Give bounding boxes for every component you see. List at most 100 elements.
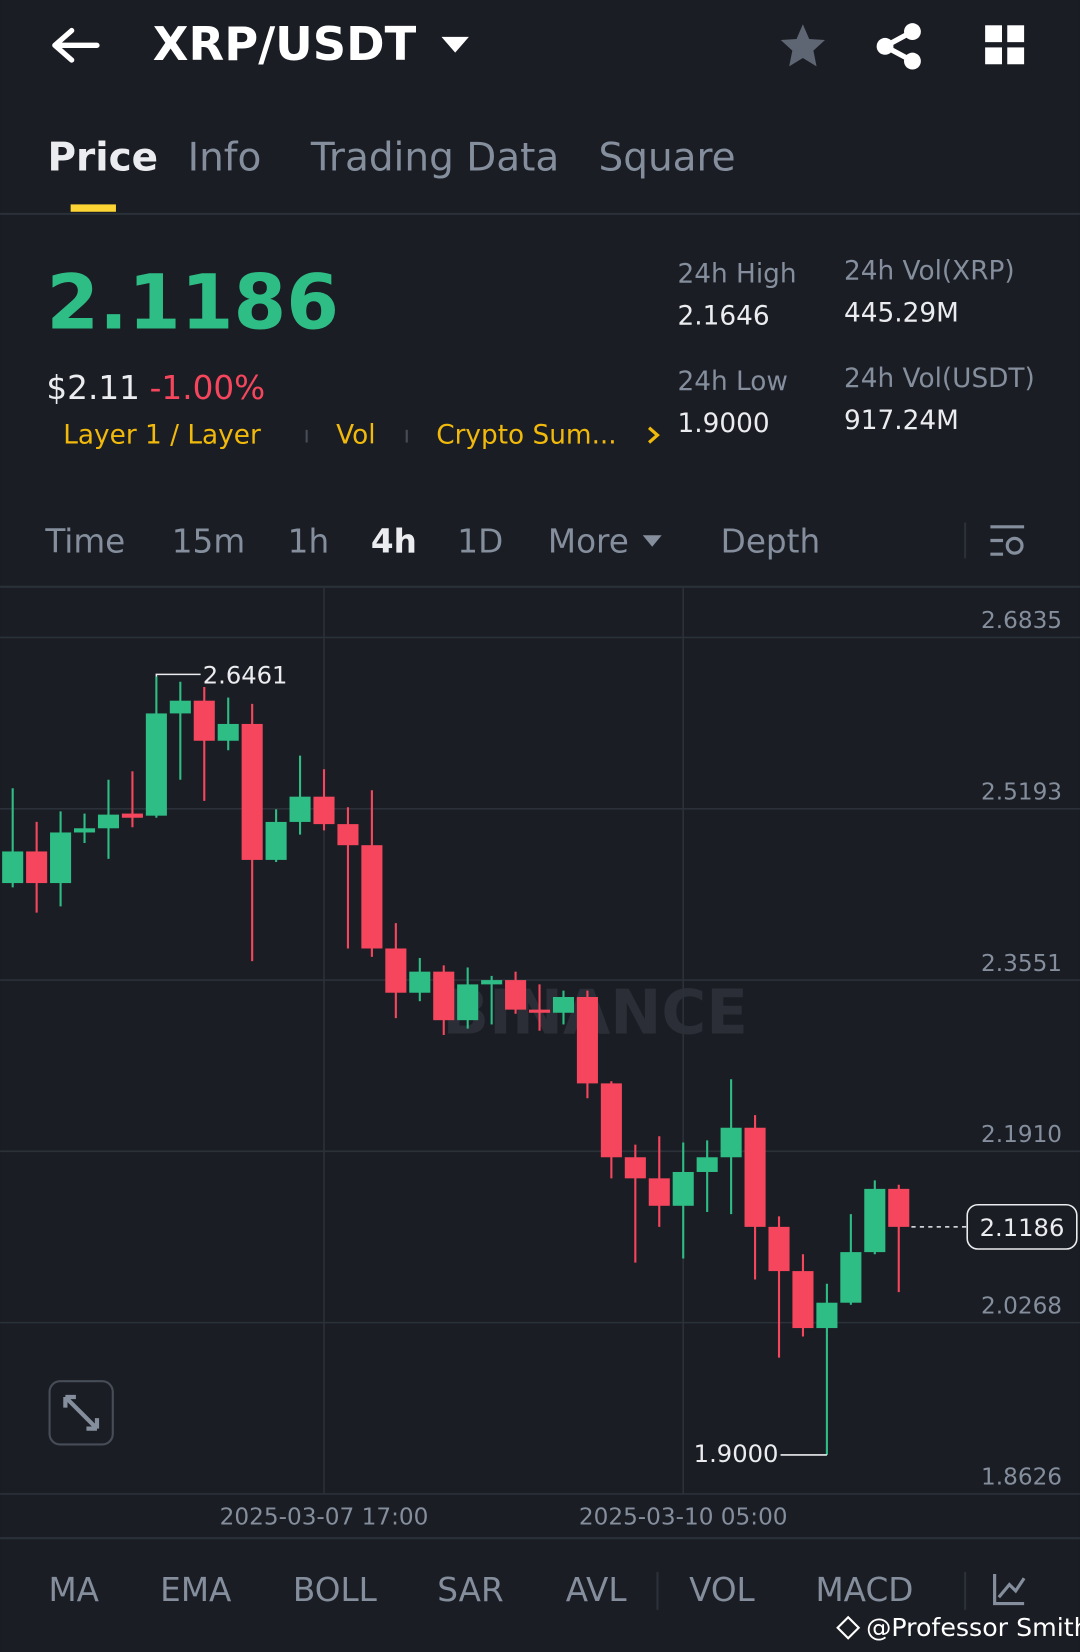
candle-body [457,984,479,1021]
candle-body [169,700,191,714]
candle-body [648,1178,670,1206]
y-tick-label: 2.1910 [981,1121,1062,1148]
candle-body [433,971,455,1021]
interval-option[interactable]: More [548,523,629,561]
usd-price: $2.11 [46,369,139,407]
candle-body [50,832,72,884]
interval-option[interactable]: 1D [457,523,503,561]
candle-body [409,971,431,993]
credit: @Professor Smith [866,1613,1080,1642]
indicator-settings-icon[interactable] [993,1574,1026,1606]
stat-value: 917.24M [844,406,959,436]
stat-label: 24h Vol(XRP) [844,256,1015,286]
candle-body [361,845,383,949]
indicator-option[interactable]: BOLL [293,1571,378,1609]
y-tick-label: 1.8626 [981,1464,1062,1491]
tag[interactable]: Crypto Sum... [436,421,616,451]
candle-body [792,1271,814,1329]
candle-body [672,1171,694,1206]
last-price: 2.1186 [46,259,339,347]
candle-body [337,824,359,846]
indicator-option[interactable]: EMA [160,1571,232,1609]
pair-dropdown[interactable] [441,36,469,53]
stat-value: 2.1646 [677,302,769,332]
candle-body [2,851,24,884]
candle-body [744,1127,766,1227]
tag[interactable]: Layer 1 / Layer [63,421,261,451]
pair-title[interactable]: XRP/USDT [153,17,417,71]
indicator-option[interactable]: MACD [816,1571,914,1609]
y-tick-label: 2.0268 [981,1292,1062,1319]
indicator-option[interactable]: MA [49,1571,100,1609]
tab[interactable]: Price [47,136,158,181]
back-button[interactable] [52,27,100,63]
candle-body [552,997,575,1013]
candle-body [720,1127,742,1158]
candle-body [576,997,598,1084]
low-annotation: 1.9000 [694,1440,779,1468]
candle-body [816,1302,838,1329]
tag[interactable]: Vol [336,421,375,451]
binance-logo [836,1615,861,1640]
chart-settings-icon[interactable] [990,525,1025,556]
candle-body [840,1252,862,1303]
grid-icon[interactable] [985,25,1025,65]
candle-body [193,700,215,741]
last-price-label: 2.1186 [980,1214,1065,1242]
active-tab-indicator [70,204,116,212]
candle-body [145,713,167,816]
interval-option[interactable]: 4h [371,523,417,561]
favorite-icon[interactable] [780,24,825,67]
candle-body [768,1226,790,1272]
candle-body [864,1188,886,1253]
candle-body [385,948,407,993]
candle-body [696,1157,718,1172]
more-dropdown[interactable] [642,535,662,547]
candle-body [217,723,239,741]
high-annotation-line [155,673,201,677]
tags-more[interactable] [648,426,660,444]
candle-body [529,1009,551,1013]
stat-label: 24h High [677,259,796,289]
candle-body [289,796,311,822]
stat-label: 24h Low [677,367,787,397]
candle-body [26,851,48,884]
candle-body [888,1188,910,1227]
interval-option[interactable]: Depth [721,523,820,561]
high-annotation: 2.6461 [203,661,288,689]
interval-option[interactable]: 15m [172,523,245,561]
candle-body [241,723,263,860]
candle-body [600,1083,622,1158]
last-price-box [966,1203,1078,1250]
candle-body [97,814,120,829]
y-tick-label: 2.3551 [981,950,1062,977]
y-tick-label: 2.5193 [981,778,1062,805]
tab[interactable]: Square [598,136,735,181]
candle-body [481,980,503,985]
y-tick-label: 2.6835 [981,607,1062,634]
stat-label: 24h Vol(USDT) [844,364,1035,394]
x-tick-label: 2025-03-07 17:00 [220,1504,429,1531]
candle-body [505,980,527,1010]
candle-body [313,796,335,825]
share-icon[interactable] [876,23,921,70]
stat-value: 445.29M [844,298,959,328]
indicator-option[interactable]: VOL [689,1571,755,1609]
indicator-option[interactable]: AVL [566,1571,628,1609]
candle-body [121,813,143,818]
stat-value: 1.9000 [677,409,769,439]
tab[interactable]: Info [188,136,262,181]
candle-body [624,1157,646,1179]
x-tick-label: 2025-03-10 05:00 [579,1504,788,1531]
candle-body [73,828,96,833]
price-change: -1.00% [150,369,266,407]
interval-option[interactable]: Time [44,523,125,561]
expand-button[interactable] [48,1380,114,1446]
indicator-option[interactable]: SAR [437,1571,503,1609]
candle-body [265,821,287,860]
interval-option[interactable]: 1h [288,523,329,561]
tab[interactable]: Trading Data [310,136,559,181]
